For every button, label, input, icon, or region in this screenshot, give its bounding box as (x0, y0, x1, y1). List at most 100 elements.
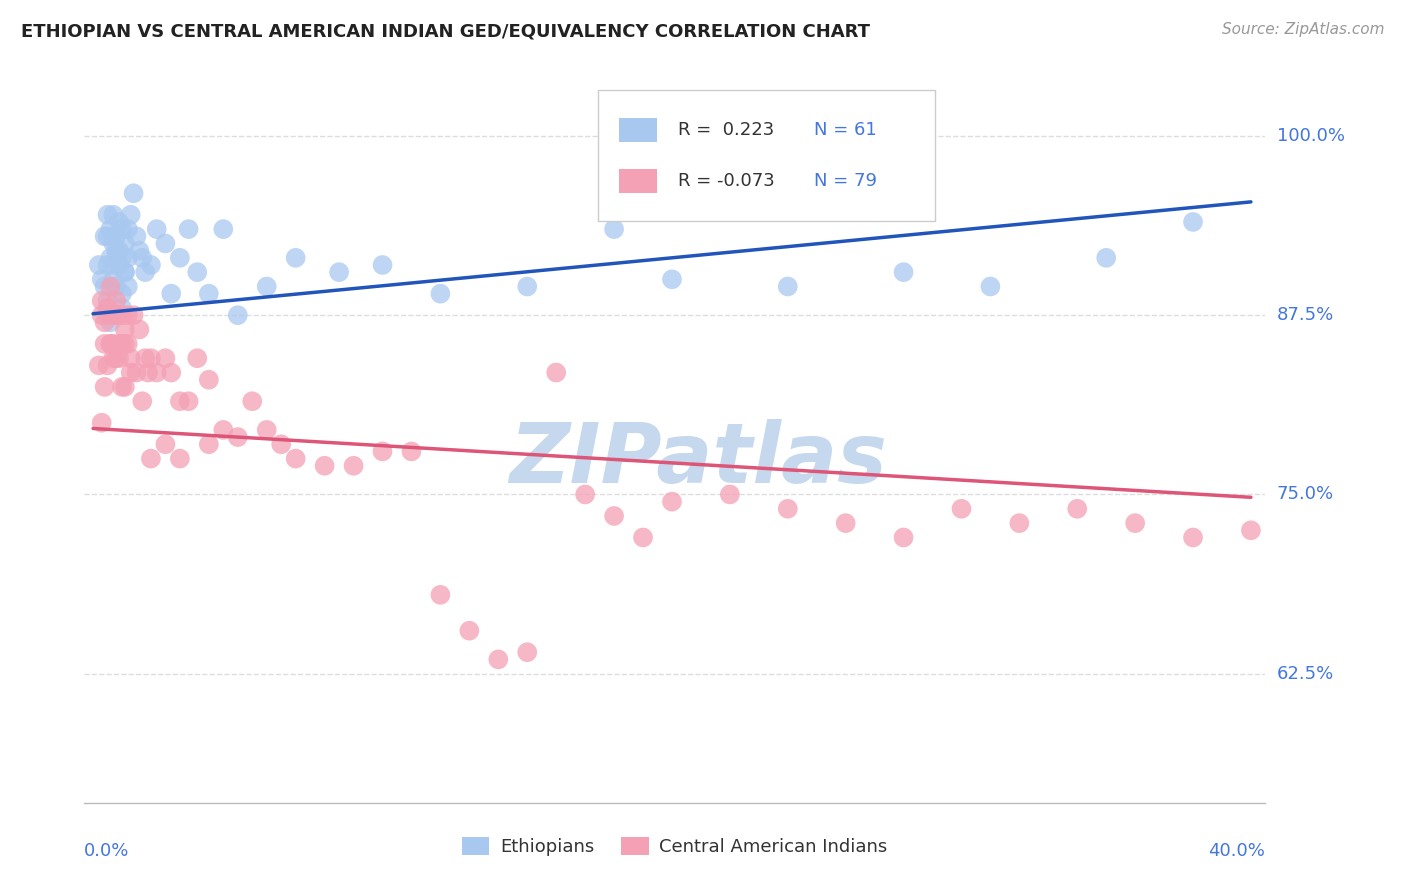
Point (114, 265, 136, 279)
Point (120, 208, 142, 222)
Text: ZIPatlas: ZIPatlas (509, 418, 887, 500)
Point (212, 222, 235, 236)
Point (100, 336, 122, 351)
Point (136, 366, 159, 380)
Legend: Ethiopians, Central American Indians: Ethiopians, Central American Indians (456, 830, 894, 863)
Point (1095, 251, 1118, 265)
Point (661, 494, 683, 508)
Point (776, 501, 799, 516)
Point (105, 308, 128, 322)
Text: 75.0%: 75.0% (1277, 485, 1334, 503)
Point (284, 451, 307, 466)
Point (186, 351, 208, 366)
FancyBboxPatch shape (598, 90, 935, 221)
Point (198, 373, 221, 387)
Point (145, 222, 167, 236)
Point (256, 279, 278, 293)
Point (117, 222, 139, 236)
Point (371, 258, 394, 272)
Point (155, 351, 177, 366)
Point (371, 444, 394, 458)
Point (776, 279, 799, 293)
Point (111, 380, 134, 394)
Point (401, 444, 423, 458)
Point (198, 286, 221, 301)
Point (93, 279, 115, 293)
Point (516, 279, 538, 293)
Point (134, 351, 156, 366)
Point (120, 366, 142, 380)
Text: N = 79: N = 79 (814, 172, 877, 190)
Text: Source: ZipAtlas.com: Source: ZipAtlas.com (1222, 22, 1385, 37)
Point (96, 301, 118, 315)
Point (134, 265, 156, 279)
Point (429, 588, 451, 602)
Point (950, 501, 973, 516)
Point (111, 251, 134, 265)
Text: R = -0.073: R = -0.073 (679, 172, 775, 190)
Point (90, 308, 112, 322)
Point (122, 308, 145, 322)
Point (120, 351, 142, 366)
Point (96, 208, 118, 222)
Point (93, 315, 115, 329)
Point (96, 229, 118, 244)
Point (96, 308, 118, 322)
Point (90, 272, 112, 286)
Point (145, 366, 167, 380)
Point (718, 487, 741, 501)
Point (226, 430, 249, 444)
Point (103, 351, 125, 366)
Point (90, 416, 112, 430)
Point (256, 423, 278, 437)
Text: R =  0.223: R = 0.223 (679, 121, 775, 139)
Point (100, 222, 122, 236)
Point (96, 293, 118, 308)
Point (131, 394, 153, 409)
Text: 62.5%: 62.5% (1277, 665, 1334, 682)
Point (1066, 501, 1088, 516)
Point (103, 336, 125, 351)
Point (284, 251, 307, 265)
Point (169, 394, 191, 409)
Point (169, 251, 191, 265)
Point (96, 258, 118, 272)
Text: 100.0%: 100.0% (1277, 127, 1344, 145)
Point (105, 351, 128, 366)
Point (100, 279, 122, 293)
Point (139, 258, 162, 272)
FancyBboxPatch shape (620, 118, 657, 142)
Point (117, 308, 139, 322)
Point (1182, 531, 1205, 545)
Point (177, 394, 200, 409)
Point (603, 222, 626, 236)
Point (226, 308, 249, 322)
Point (105, 229, 128, 244)
Point (87, 359, 110, 373)
Point (111, 222, 134, 236)
Point (429, 286, 451, 301)
Point (1008, 516, 1031, 530)
Point (114, 265, 136, 279)
Point (186, 265, 208, 279)
Point (125, 366, 148, 380)
Point (328, 265, 350, 279)
Point (105, 244, 128, 258)
Text: N = 61: N = 61 (814, 121, 877, 139)
Point (114, 322, 136, 336)
Point (117, 336, 139, 351)
Point (87, 258, 110, 272)
Point (1240, 524, 1263, 538)
Point (979, 279, 1001, 293)
Point (114, 380, 136, 394)
Point (105, 293, 128, 308)
Point (1182, 215, 1205, 229)
Text: 40.0%: 40.0% (1209, 842, 1265, 860)
Point (314, 458, 336, 473)
Point (100, 251, 122, 265)
Point (108, 258, 131, 272)
Point (139, 451, 162, 466)
Point (574, 487, 596, 501)
Point (96, 359, 118, 373)
Point (131, 251, 153, 265)
